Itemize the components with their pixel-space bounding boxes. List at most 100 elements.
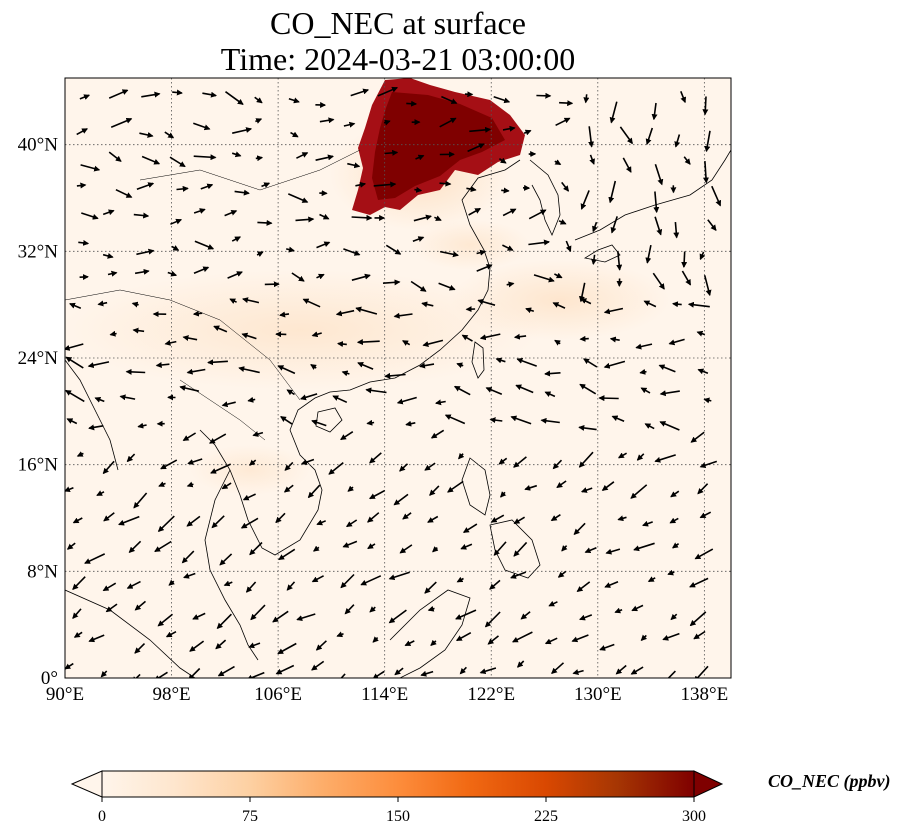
- wind-arrow: [126, 453, 136, 463]
- wind-arrow: [341, 370, 350, 377]
- wind-arrow: [402, 340, 411, 346]
- wind-arrow: [702, 161, 709, 184]
- wind-arrow: [288, 97, 300, 104]
- wind-arrow: [668, 338, 685, 346]
- wind-arrow: [667, 670, 676, 678]
- wind-arrow: [277, 642, 297, 655]
- map-title-variable: CO_NEC at surface: [270, 5, 526, 41]
- lat-tick-label: 40°N: [18, 135, 59, 156]
- wind-arrow: [601, 481, 615, 491]
- wind-arrow: [347, 162, 361, 169]
- colorbar-tick-label: 0: [98, 808, 106, 825]
- wind-arrow: [578, 282, 586, 303]
- wind-arrow: [393, 312, 413, 319]
- coastlines: [65, 149, 731, 678]
- wind-arrow: [554, 339, 561, 346]
- wind-arrow: [231, 236, 241, 242]
- wind-arrow: [382, 279, 401, 286]
- wind-arrow: [277, 365, 296, 375]
- wind-arrow: [87, 361, 110, 369]
- wind-arrow: [131, 673, 141, 678]
- latitude-tick-labels: 0° 8°N 16°N 24°N 32°N 40°N: [18, 135, 59, 689]
- wind-arrow: [420, 670, 434, 677]
- wind-arrow: [388, 609, 407, 624]
- wind-arrow: [105, 603, 118, 613]
- wind-arrow: [157, 613, 174, 627]
- lat-tick-label: 0°: [41, 668, 58, 689]
- wind-arrow: [555, 117, 571, 127]
- wind-arrow: [434, 215, 442, 221]
- wind-arrow: [693, 665, 709, 678]
- wind-arrow: [580, 190, 590, 210]
- wind-arrow: [200, 183, 214, 190]
- wind-arrow: [588, 126, 595, 148]
- wind-arrow: [394, 667, 404, 676]
- wind-arrow: [573, 522, 586, 536]
- colorbar: 0 75 150 225 300: [70, 770, 724, 825]
- wind-arrow: [316, 273, 325, 280]
- wind-arrow: [654, 216, 663, 236]
- wind-arrow: [694, 548, 714, 560]
- wind-arrow: [609, 101, 618, 124]
- wind-arrow: [102, 582, 117, 592]
- wind-arrow: [616, 250, 623, 271]
- wind-arrow: [336, 631, 344, 638]
- wind-arrow: [439, 117, 457, 128]
- wind-arrow: [355, 181, 367, 188]
- wind-arrow: [286, 389, 295, 396]
- wind-arrow: [286, 581, 296, 591]
- wind-arrow: [572, 669, 584, 675]
- wind-arrow: [466, 186, 477, 193]
- wind-arrow: [544, 391, 556, 398]
- wind-arrow: [128, 540, 142, 554]
- wind-arrow: [360, 575, 382, 586]
- wind-arrow: [94, 396, 105, 403]
- wind-arrow: [319, 213, 330, 220]
- wind-arrow: [654, 164, 664, 186]
- wind-arrow: [369, 606, 376, 613]
- wind-arrow: [513, 516, 526, 525]
- wind-arrow: [551, 662, 565, 674]
- wind-vector-field: [65, 86, 722, 678]
- wind-arrow: [168, 579, 175, 586]
- wind-arrow: [367, 512, 380, 523]
- wind-arrow: [579, 383, 597, 395]
- wind-arrow: [544, 637, 558, 645]
- wind-arrow: [477, 298, 496, 306]
- wind-arrow: [456, 362, 464, 369]
- wind-arrow: [133, 212, 150, 219]
- wind-arrow: [315, 640, 327, 651]
- wind-arrow: [630, 666, 644, 675]
- wind-arrow: [141, 91, 161, 98]
- wind-arrow: [444, 414, 466, 425]
- wind-arrow: [209, 433, 227, 444]
- wind-arrow: [192, 612, 206, 620]
- wind-arrow: [502, 244, 514, 251]
- wind-arrow: [351, 214, 373, 221]
- wind-arrow: [193, 266, 210, 275]
- wind-arrow: [513, 541, 528, 557]
- wind-arrow: [571, 634, 589, 643]
- wind-arrow: [356, 339, 380, 346]
- wind-arrow: [405, 420, 416, 427]
- wind-arrow: [290, 131, 299, 138]
- wind-arrow: [247, 396, 256, 403]
- wind-arrow: [399, 463, 409, 472]
- wind-arrow: [424, 581, 437, 594]
- wind-arrow: [81, 212, 99, 220]
- wind-arrow: [645, 127, 654, 145]
- wind-arrow: [520, 611, 531, 620]
- wind-arrow: [179, 385, 200, 392]
- wind-arrow: [513, 333, 527, 340]
- wind-arrow: [410, 280, 427, 292]
- wind-arrow: [316, 241, 331, 249]
- wind-arrow: [412, 236, 425, 242]
- wind-arrow: [630, 484, 648, 499]
- lon-tick-label: 122°E: [467, 684, 515, 705]
- wind-arrow: [136, 182, 155, 190]
- wind-arrow: [365, 387, 387, 394]
- wind-arrow: [674, 134, 681, 148]
- wind-arrow: [300, 393, 318, 401]
- wind-arrow: [245, 581, 257, 593]
- wind-arrow: [467, 143, 485, 153]
